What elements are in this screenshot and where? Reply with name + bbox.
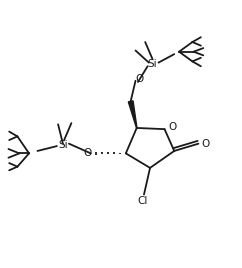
Text: O: O — [201, 139, 209, 149]
Text: O: O — [83, 148, 91, 158]
Text: Cl: Cl — [138, 196, 148, 206]
Text: O: O — [136, 74, 144, 84]
Text: Si: Si — [58, 140, 68, 150]
Polygon shape — [128, 101, 137, 128]
Text: Si: Si — [148, 59, 157, 69]
Text: O: O — [168, 122, 177, 132]
